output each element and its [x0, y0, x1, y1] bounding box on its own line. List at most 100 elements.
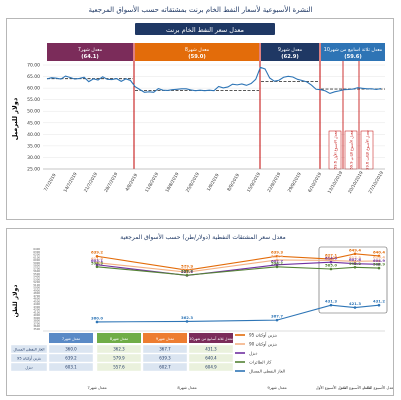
product-data-label: 588.9 — [373, 262, 385, 267]
product-series-line — [96, 259, 380, 273]
product-point — [275, 258, 279, 262]
bottom-chart-axes: 6400630062006100600059005800570056005500… — [33, 246, 395, 390]
product-point — [353, 266, 357, 269]
bottom-y-tick-label: 5100 — [33, 283, 40, 287]
week-annotation-label: معدل الأسبوع الثاني 59.9 — [349, 130, 354, 169]
bottom-y-tick-label: 4900 — [33, 288, 40, 292]
period-box-label: معدل ثلاثة اسابيع من شهر10 — [324, 47, 383, 53]
product-point — [329, 259, 333, 262]
table-cell — [96, 344, 142, 354]
top-x-tick-label: 21/7/2019 — [83, 171, 99, 193]
table-row-label: الغاز النفطي المسال — [14, 348, 45, 352]
bottom-y-tick-label: 5000 — [33, 286, 40, 290]
product-point — [185, 268, 189, 272]
product-data-label: 571.6 — [181, 266, 193, 271]
bottom-y-tick-label: 5300 — [33, 277, 40, 281]
product-data-label: 557.6 — [181, 269, 193, 274]
table-cell — [188, 344, 234, 354]
product-point — [353, 252, 357, 256]
period-box-value: (59.0) — [188, 54, 206, 60]
product-data-label: 611.9 — [91, 256, 103, 261]
table-header-cell — [97, 333, 141, 343]
table-header-label: معدل شهر8 — [110, 337, 128, 341]
table-header-cell — [49, 333, 93, 343]
product-point — [353, 306, 357, 309]
table-cell-value: 639.2 — [65, 356, 77, 361]
product-point — [329, 303, 333, 307]
bottom-x-tick-label: معدل شهر7 — [87, 385, 106, 390]
product-point — [95, 263, 99, 267]
top-x-tick-label: 25/8/2019 — [185, 171, 201, 193]
table-cell-value: 360.0 — [65, 347, 77, 352]
table-cell — [142, 362, 188, 372]
table-cell-value: 557.6 — [113, 365, 125, 370]
top-y-tick-label: 50.00 — [27, 109, 40, 115]
top-x-tick-label: 28/7/2019 — [103, 171, 119, 193]
table-row-header — [10, 353, 48, 363]
bottom-y-tick-label: 5600 — [33, 269, 40, 273]
bottom-y-tick-label: 5500 — [33, 272, 40, 276]
table-cell — [188, 353, 234, 363]
october-weeks-highlight — [318, 246, 388, 314]
product-series-line — [96, 253, 380, 271]
period-box-label: معدل شهر8 — [185, 47, 210, 53]
table-cell — [142, 353, 188, 363]
bottom-y-tick-label: 4300 — [33, 305, 40, 309]
top-y-tick-label: 45.00 — [27, 120, 40, 126]
bottom-x-tick-label: معدل الأسبوع الأول — [316, 385, 347, 390]
product-point — [329, 260, 333, 264]
period-box — [135, 43, 259, 61]
table-cell — [48, 344, 94, 354]
period-box — [261, 43, 319, 61]
period-box — [321, 43, 385, 61]
product-point — [185, 320, 189, 323]
table-cell — [96, 353, 142, 363]
table-cell-value: 603.1 — [65, 365, 77, 370]
product-point — [275, 254, 279, 258]
product-data-label: 431.2 — [373, 299, 385, 304]
product-data-label: 607.6 — [349, 257, 361, 262]
top-x-tick-label: 11/8/2019 — [144, 171, 160, 193]
top-y-tick-label: 55.00 — [27, 97, 40, 103]
brent-price-panel: معدل سعر النفط الخام برنت معدل شهر7 (64.1… — [6, 18, 394, 220]
brent-series-line — [46, 66, 382, 95]
period-box-value: (59.6) — [344, 54, 362, 60]
product-point — [377, 266, 381, 270]
bottom-y-tick-label: 3800 — [33, 319, 40, 323]
legend-label: كاز الطائرات — [249, 360, 271, 365]
product-data-label: 594.3 — [91, 260, 103, 265]
bottom-y-tick-label: 6000 — [33, 258, 40, 262]
product-point — [95, 265, 99, 269]
product-point — [377, 254, 381, 258]
product-series-line — [96, 304, 380, 323]
table-row-header — [10, 344, 48, 354]
bottom-y-tick-label: 4000 — [33, 313, 40, 317]
product-data-label: 579.9 — [181, 264, 193, 269]
brent-price-chart: معدل سعر النفط الخام برنت معدل شهر7(64.1… — [11, 23, 385, 195]
product-data-label: 594.2 — [271, 260, 283, 265]
product-data-label: 360.0 — [91, 315, 103, 320]
top-y-tick-label: 30.00 — [27, 155, 40, 161]
top-x-tick-label: 20/10/2019 — [347, 170, 365, 195]
product-data-label: 640.4 — [373, 249, 385, 254]
table-header-cell — [189, 333, 233, 343]
top-chart-y-label: دولار للبرميل — [11, 97, 19, 140]
week-annotation-label: معدل الأسبوع الثالث 59.6 — [365, 130, 370, 170]
product-data-label: 617.5 — [349, 255, 361, 260]
top-chart-title-bar — [135, 23, 275, 35]
bottom-y-tick-label: 6100 — [33, 255, 40, 259]
product-point — [275, 265, 279, 269]
top-x-tick-label: 29/9/2019 — [287, 171, 303, 193]
brent-series — [46, 66, 382, 95]
product-point — [353, 260, 357, 263]
bottom-y-tick-label: 4600 — [33, 297, 40, 301]
product-point — [95, 261, 99, 264]
product-point — [377, 259, 381, 263]
bottom-y-tick-label: 5400 — [33, 275, 40, 279]
top-y-tick-label: 40.00 — [27, 132, 40, 138]
legend-label: ديزل — [249, 351, 258, 356]
bottom-y-tick-label: 4400 — [33, 302, 40, 306]
product-data-label: 623.4 — [271, 253, 283, 258]
bottom-x-tick-label: معدل الأسبوع الثالث — [363, 385, 393, 390]
product-point — [95, 320, 99, 324]
